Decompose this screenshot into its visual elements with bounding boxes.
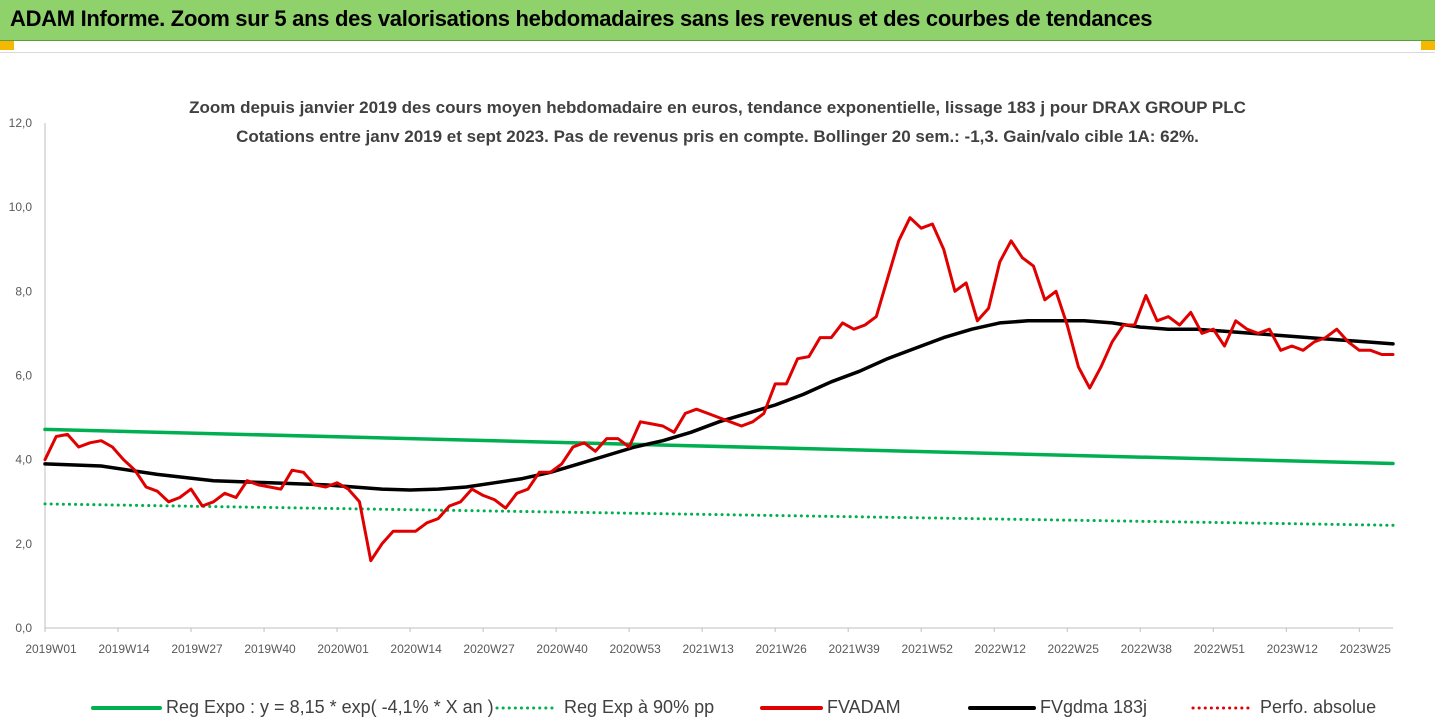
- x-tick-label: 2019W40: [244, 642, 296, 656]
- corner-marker-left: [0, 41, 14, 50]
- y-tick-label: 10,0: [9, 200, 33, 214]
- chart-title-line-1: Zoom depuis janvier 2019 des cours moyen…: [189, 98, 1246, 117]
- x-tick-label: 2022W25: [1048, 642, 1100, 656]
- legend-label-reg-exp-90: Reg Exp à 90% pp: [564, 697, 715, 717]
- series-line-fvgdma: [43, 319, 1395, 492]
- legend-label-reg-expo: Reg Expo : y = 8,15 * exp( -4,1% * X an …: [166, 697, 494, 717]
- corner-marker-right: [1421, 41, 1435, 50]
- x-tick-label: 2021W39: [828, 642, 880, 656]
- x-tick-label: 2020W01: [317, 642, 369, 656]
- x-tick-label: 2023W25: [1340, 642, 1392, 656]
- series-line-reg-exp-90: [43, 502, 1395, 527]
- x-tick-label: 2021W13: [682, 642, 734, 656]
- x-tick-label: 2020W53: [609, 642, 661, 656]
- x-tick-label: 2022W12: [975, 642, 1027, 656]
- y-tick-label: 4,0: [15, 453, 32, 467]
- x-tick-label: 2019W01: [25, 642, 77, 656]
- series-line-fvadam: [43, 216, 1395, 563]
- legend-label-fvgdma: FVgdma 183j: [1040, 697, 1148, 717]
- header-banner: ADAM Informe. Zoom sur 5 ans des valoris…: [0, 0, 1435, 41]
- y-tick-label: 2,0: [15, 537, 32, 551]
- chart-title-line-2: Cotations entre janv 2019 et sept 2023. …: [236, 127, 1199, 146]
- x-tick-label: 2022W51: [1194, 642, 1246, 656]
- x-tick-label: 2019W27: [171, 642, 223, 656]
- x-tick-label: 2020W14: [390, 642, 442, 656]
- legend-label-fvadam: FVADAM: [827, 697, 901, 717]
- x-tick-label: 2020W27: [463, 642, 515, 656]
- page-title: ADAM Informe. Zoom sur 5 ans des valoris…: [10, 6, 1153, 31]
- x-tick-label: 2019W14: [98, 642, 150, 656]
- series-line-reg-expo: [43, 427, 1395, 466]
- chart-panel: [0, 52, 1435, 718]
- y-tick-label: 6,0: [15, 369, 32, 383]
- x-tick-label: 2023W12: [1267, 642, 1319, 656]
- y-tick-label: 12,0: [9, 116, 33, 130]
- legend-label-perfo-absolue: Perfo. absolue: [1260, 697, 1377, 717]
- x-tick-label: 2021W26: [755, 642, 807, 656]
- x-tick-label: 2022W38: [1121, 642, 1173, 656]
- x-tick-label: 2021W52: [902, 642, 954, 656]
- x-tick-label: 2020W40: [536, 642, 588, 656]
- y-tick-label: 8,0: [15, 284, 32, 298]
- y-tick-label: 0,0: [15, 621, 32, 635]
